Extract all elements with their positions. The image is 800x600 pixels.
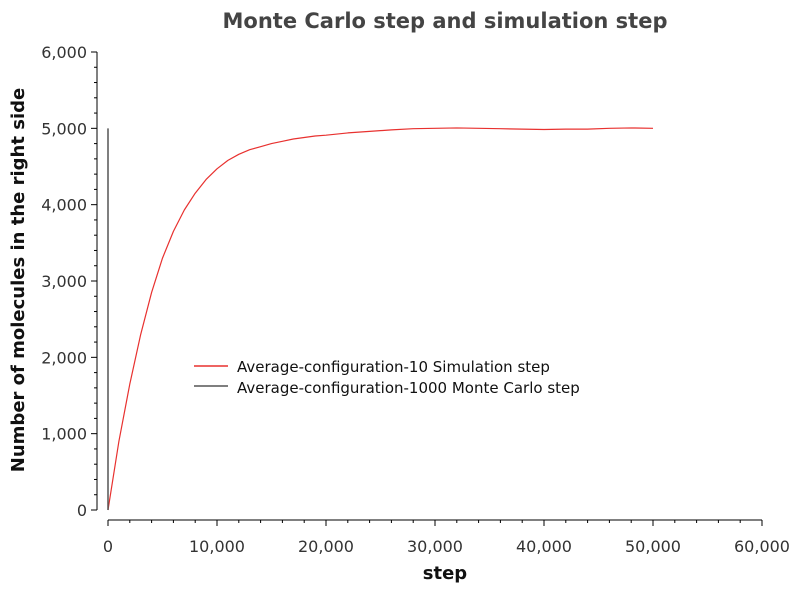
x-ticks: 0 10,000 20,000 30,000 40,000 50,000 60,000 bbox=[103, 520, 790, 556]
y-tick-label: 1,000 bbox=[41, 425, 87, 444]
series-line-simulation bbox=[107, 127, 654, 511]
y-axis-label: Number of molecules in the right side bbox=[8, 88, 29, 472]
x-axis-label: step bbox=[423, 563, 468, 584]
series-layer bbox=[107, 127, 654, 511]
legend: Average-configuration-10 Simulation step… bbox=[194, 358, 580, 397]
legend-label-monte-carlo: Average-configuration-1000 Monte Carlo s… bbox=[237, 379, 580, 397]
y-ticks: 0 1,000 2,000 3,000 4,000 5,000 6,000 bbox=[41, 43, 97, 520]
y-tick-label: 2,000 bbox=[41, 348, 87, 367]
y-tick-label: 3,000 bbox=[41, 272, 87, 291]
y-tick-label: 4,000 bbox=[41, 196, 87, 215]
x-tick-label: 10,000 bbox=[189, 537, 245, 556]
x-tick-label: 60,000 bbox=[734, 537, 790, 556]
plot-area: 0 1,000 2,000 3,000 4,000 5,000 6,000 0 10,000 2… bbox=[41, 43, 790, 556]
x-tick-label: 30,000 bbox=[407, 537, 463, 556]
x-tick-label: 40,000 bbox=[516, 537, 572, 556]
y-tick-label: 6,000 bbox=[41, 43, 87, 62]
chart-title: Monte Carlo step and simulation step bbox=[223, 9, 668, 33]
x-tick-label: 0 bbox=[103, 537, 113, 556]
x-tick-label: 50,000 bbox=[625, 537, 681, 556]
y-tick-label: 5,000 bbox=[41, 119, 87, 138]
legend-label-simulation: Average-configuration-10 Simulation step bbox=[237, 358, 550, 376]
y-tick-label: 0 bbox=[77, 501, 87, 520]
x-tick-label: 20,000 bbox=[298, 537, 354, 556]
